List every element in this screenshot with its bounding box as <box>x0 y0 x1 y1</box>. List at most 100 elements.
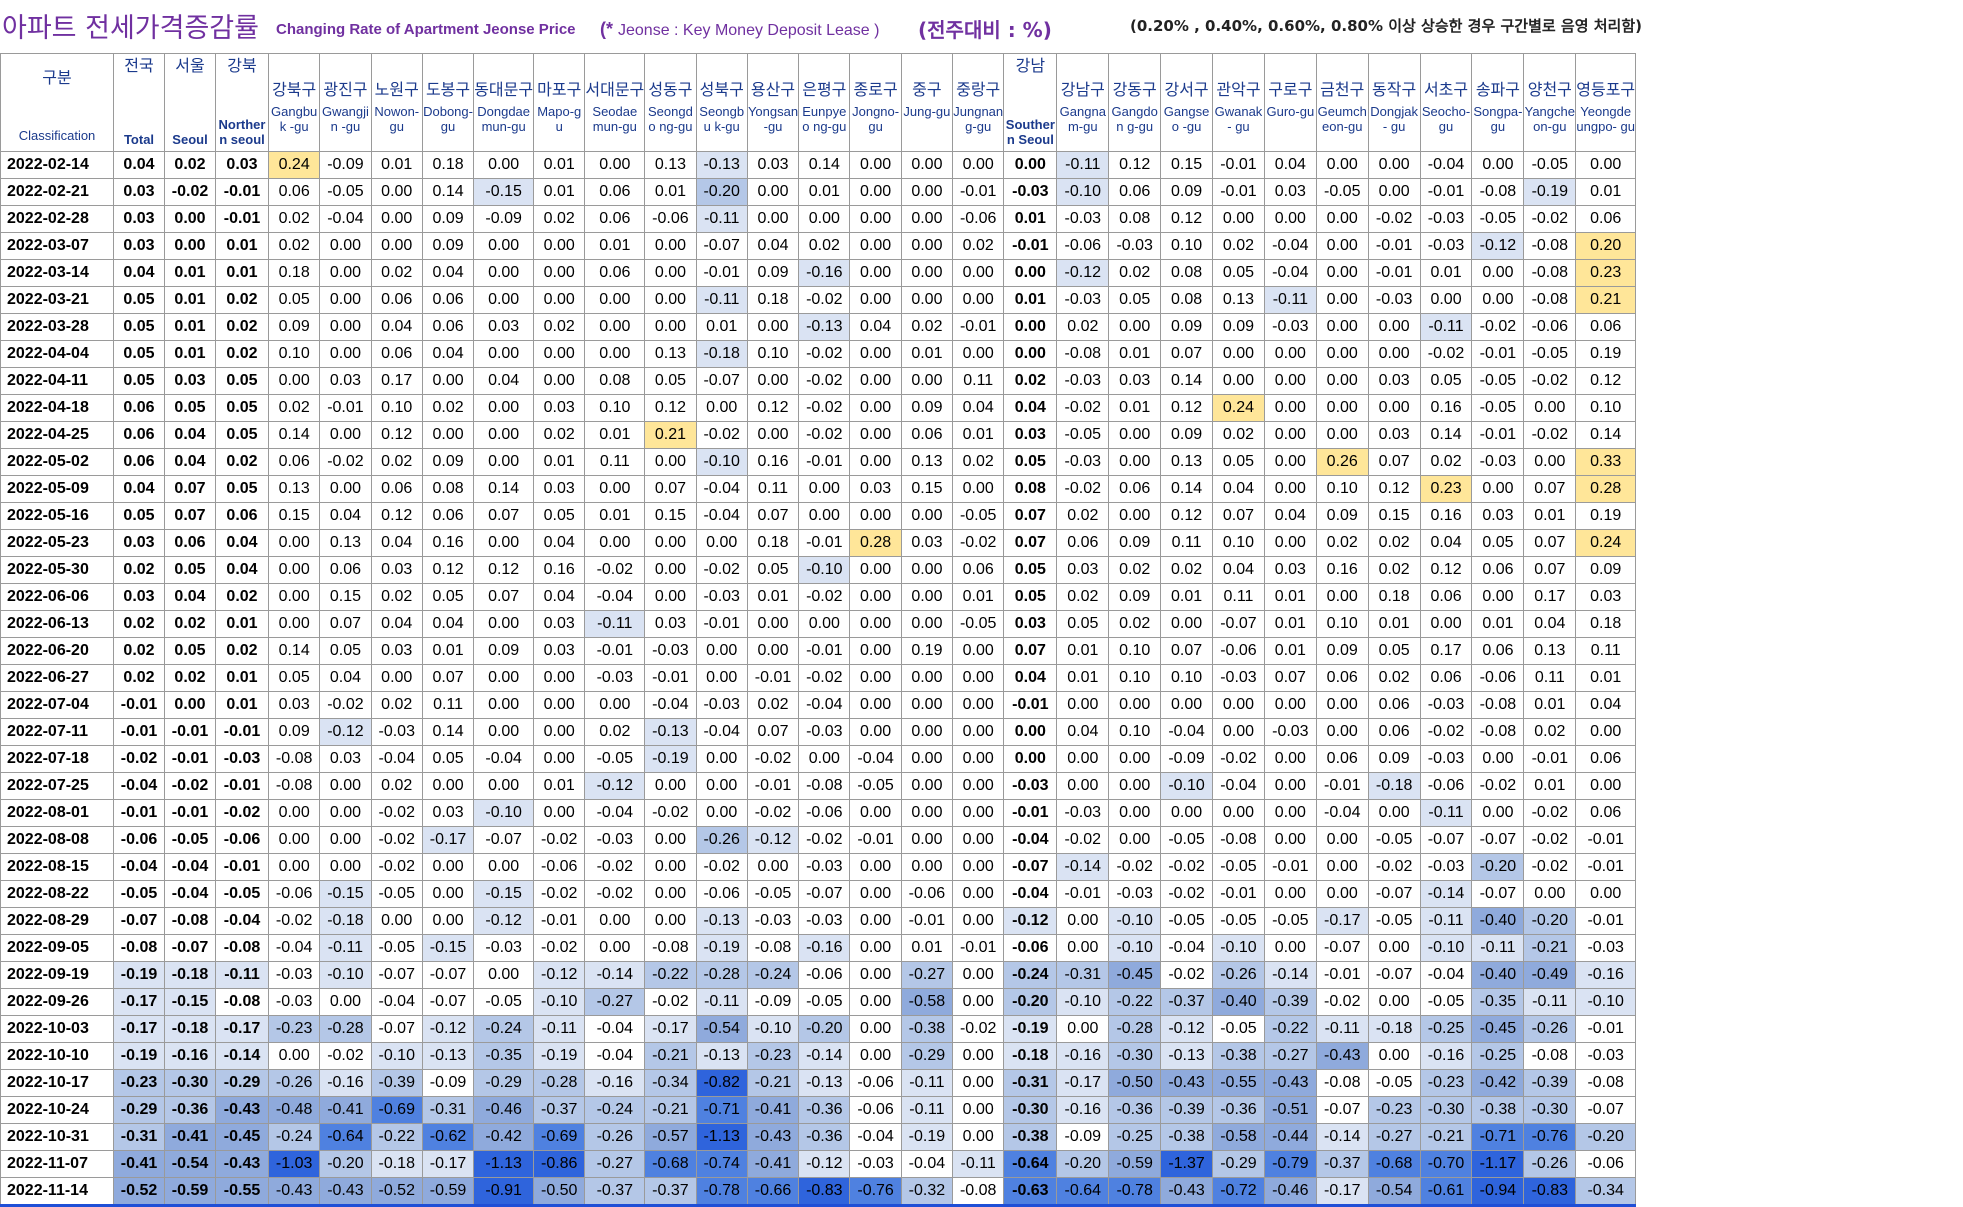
unit-label: (전주대비 : %) <box>918 18 1052 42</box>
value-cell: 0.18 <box>746 529 800 557</box>
value-cell: -0.17 <box>113 988 165 1016</box>
value-cell: 0.04 <box>533 583 586 611</box>
value-cell: -0.05 <box>473 988 535 1016</box>
value-cell: 0.00 <box>952 907 1005 935</box>
value-cell: -0.30 <box>1523 1096 1577 1124</box>
value-cell: 0.00 <box>746 637 800 665</box>
value-cell: 0.01 <box>1003 286 1058 314</box>
value-cell: 0.01 <box>164 313 216 341</box>
value-cell: 0.15 <box>319 583 372 611</box>
value-cell: -0.03 <box>1575 934 1637 962</box>
value-cell: -0.07 <box>164 934 216 962</box>
value-cell: -0.10 <box>319 961 372 989</box>
value-cell: 0.05 <box>113 313 165 341</box>
value-cell: -0.07 <box>1367 961 1421 989</box>
value-cell: -0.62 <box>421 1123 475 1151</box>
value-cell: -0.06 <box>849 1069 902 1097</box>
value-cell: -0.38 <box>900 1015 954 1043</box>
value-cell: 0.08 <box>1160 259 1214 287</box>
value-cell: 0.00 <box>1212 691 1265 719</box>
value-cell: -0.03 <box>1212 664 1265 692</box>
value-cell: -0.41 <box>113 1150 165 1178</box>
value-cell: -0.24 <box>473 1015 535 1043</box>
value-cell: 0.01 <box>746 583 800 611</box>
value-cell: -0.43 <box>1160 1069 1214 1097</box>
value-cell: -0.16 <box>1575 961 1637 989</box>
value-cell: -0.45 <box>1471 1015 1525 1043</box>
value-cell: 0.06 <box>1367 718 1421 746</box>
value-cell: 0.02 <box>900 313 954 341</box>
value-cell: 0.00 <box>1056 934 1110 962</box>
value-cell: -0.06 <box>1575 1150 1637 1178</box>
value-cell: 0.09 <box>1367 745 1421 773</box>
value-cell: -0.12 <box>421 1015 475 1043</box>
value-cell: 0.02 <box>1212 421 1265 449</box>
value-cell: 0.06 <box>267 178 321 206</box>
value-cell: 0.05 <box>746 556 800 584</box>
value-cell: -0.08 <box>1523 1042 1577 1070</box>
value-cell: -0.02 <box>319 691 372 719</box>
value-cell: 0.04 <box>533 529 586 557</box>
value-cell: -0.04 <box>584 583 646 611</box>
value-cell: -0.02 <box>584 556 646 584</box>
value-cell: -0.36 <box>164 1096 216 1124</box>
value-cell: 0.00 <box>900 178 954 206</box>
value-cell: 0.10 <box>1108 637 1162 665</box>
value-cell: 0.00 <box>1263 448 1317 476</box>
value-cell: 0.03 <box>113 232 165 260</box>
value-cell: -0.82 <box>695 1069 748 1097</box>
column-header-en: Seoul <box>172 132 208 147</box>
value-cell: 0.05 <box>164 394 216 422</box>
value-cell: -0.38 <box>1212 1042 1265 1070</box>
value-cell: -0.28 <box>533 1069 586 1097</box>
value-cell: -0.05 <box>952 610 1005 638</box>
value-cell: -0.20 <box>798 1015 851 1043</box>
value-cell: -0.03 <box>1419 205 1473 233</box>
value-cell: 0.12 <box>1419 556 1473 584</box>
value-cell: 0.09 <box>267 313 321 341</box>
value-cell: 0.02 <box>421 394 475 422</box>
value-cell: 0.06 <box>370 475 423 503</box>
value-cell: -0.09 <box>421 1069 475 1097</box>
value-cell: -0.11 <box>900 1096 954 1124</box>
value-cell: -0.22 <box>370 1123 423 1151</box>
value-cell: 0.02 <box>215 313 269 341</box>
value-cell: 0.13 <box>900 448 954 476</box>
column-header-ko: 강동구 <box>1112 80 1157 99</box>
value-cell: -0.37 <box>1160 988 1214 1016</box>
date-cell: 2022-04-18 <box>0 394 114 422</box>
value-cell: -0.01 <box>1003 232 1058 260</box>
table-row: 2022-02-28 0.03 0.00 -0.01 0.02 -0.04 0.00 0.09… <box>0 205 1637 233</box>
value-cell: 0.02 <box>952 448 1005 476</box>
value-cell: -0.03 <box>798 718 851 746</box>
value-cell: 0.01 <box>1056 664 1110 692</box>
value-cell: -0.08 <box>746 934 800 962</box>
value-cell: -0.03 <box>1419 745 1473 773</box>
value-cell: -0.03 <box>1108 232 1162 260</box>
value-cell: -0.21 <box>746 1069 800 1097</box>
value-cell: 0.00 <box>421 367 475 395</box>
value-cell: 0.00 <box>798 205 851 233</box>
value-cell: 0.00 <box>746 610 800 638</box>
value-cell: 0.00 <box>1367 988 1421 1016</box>
value-cell: -0.64 <box>1056 1177 1110 1207</box>
value-cell: 0.28 <box>1575 475 1637 503</box>
column-header-ko: 용산구 <box>750 80 796 99</box>
value-cell: -0.08 <box>1523 259 1577 287</box>
value-cell: -0.04 <box>584 1042 646 1070</box>
value-cell: 0.18 <box>421 151 475 179</box>
value-cell: 0.07 <box>319 610 372 638</box>
page-subtitle: (* Jeonse : Key Money Deposit Lease ) <box>600 19 879 40</box>
value-cell: -0.03 <box>1056 799 1110 827</box>
value-cell: -0.79 <box>1263 1150 1317 1178</box>
value-cell: 0.00 <box>1003 259 1058 287</box>
value-cell: 0.07 <box>1003 529 1058 557</box>
table-row: 2022-06-13 0.02 0.02 0.01 0.00 0.07 0.04 0.04 0.… <box>0 610 1637 638</box>
value-cell: -0.03 <box>798 853 851 881</box>
value-cell: -0.06 <box>1419 772 1473 800</box>
value-cell: 0.05 <box>1367 637 1421 665</box>
value-cell: -0.19 <box>533 1042 586 1070</box>
value-cell: -0.01 <box>113 718 165 746</box>
column-header: 마포구 Mapo-gu <box>533 53 586 152</box>
value-cell: 0.13 <box>644 340 697 368</box>
